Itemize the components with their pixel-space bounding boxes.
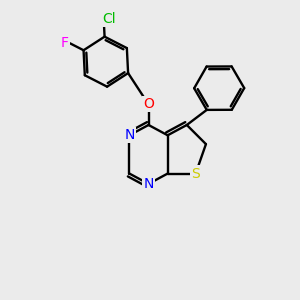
Text: N: N (124, 128, 135, 142)
Text: O: O (143, 98, 154, 111)
Text: N: N (143, 177, 154, 191)
Text: Cl: Cl (102, 12, 116, 26)
Text: F: F (61, 36, 69, 50)
Text: S: S (191, 167, 200, 181)
